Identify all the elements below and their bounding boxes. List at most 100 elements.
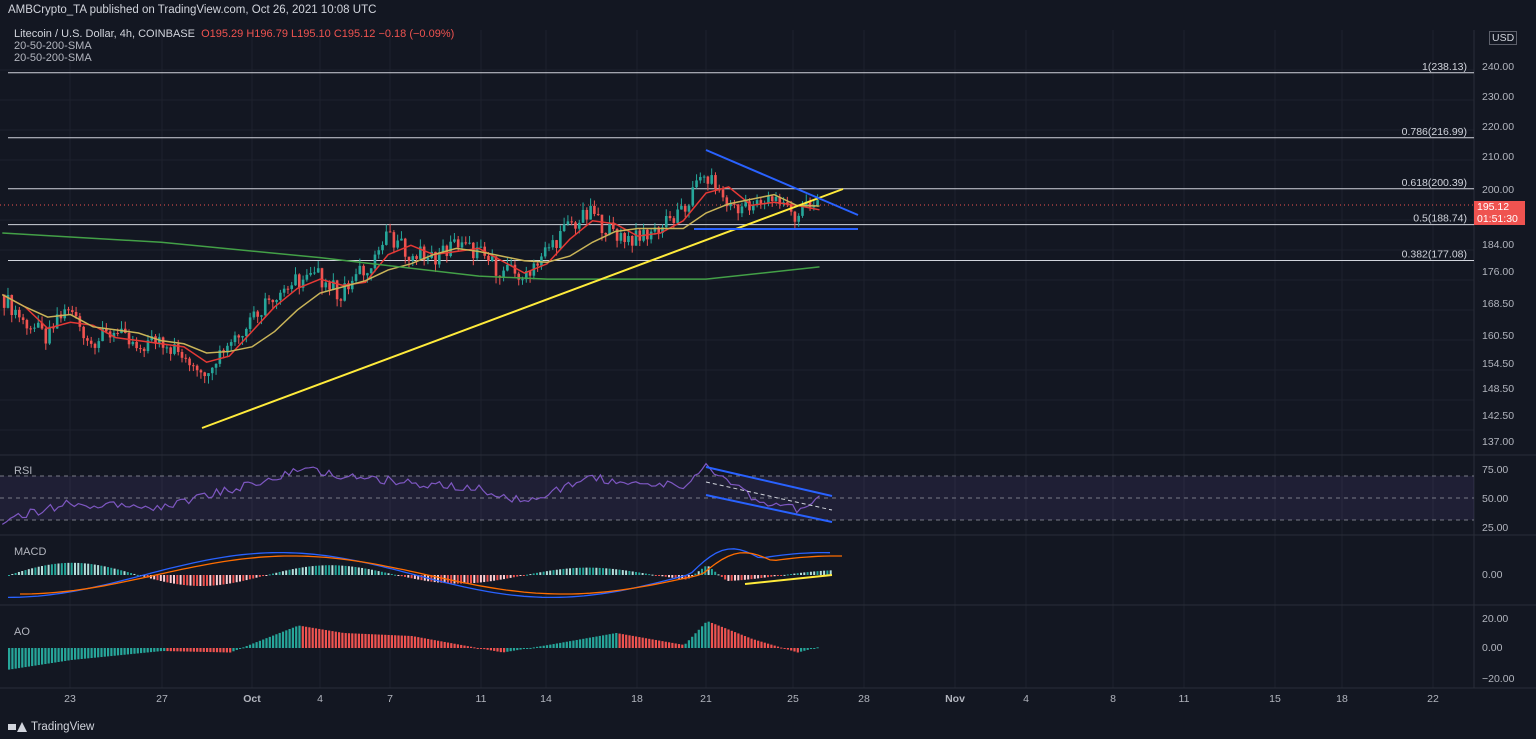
ao-bar	[14, 648, 17, 669]
macd-bar	[110, 567, 113, 575]
macd-bar	[70, 562, 73, 575]
macd-bar	[615, 569, 618, 575]
ao-bar	[189, 648, 192, 652]
candle-body	[18, 309, 21, 318]
macd-bar	[701, 568, 703, 575]
ao-bar	[503, 648, 506, 653]
macd-bar	[621, 570, 624, 575]
macd-bar	[173, 575, 175, 584]
macd-bar	[199, 575, 202, 586]
ao-bar	[166, 648, 169, 652]
tradingview-footer[interactable]: TradingView	[8, 721, 94, 733]
ao-bar	[710, 622, 714, 648]
macd-bar	[90, 564, 93, 575]
candle-body	[468, 242, 471, 244]
candle-body	[176, 344, 180, 352]
candle-body	[649, 231, 653, 240]
time-axis-label: 7	[387, 693, 393, 705]
candle-body	[740, 206, 744, 214]
macd-bar	[176, 575, 179, 585]
macd-bar	[54, 563, 57, 575]
macd-bar	[463, 575, 466, 584]
candle-body	[282, 288, 286, 293]
ao-bar	[734, 632, 737, 648]
candle-body	[369, 268, 373, 274]
candle-body	[358, 265, 362, 275]
macd-bar	[328, 565, 331, 575]
ao-bar	[87, 648, 90, 659]
candle-body	[804, 201, 808, 207]
ao-bar	[318, 628, 321, 648]
candle-body	[25, 320, 29, 329]
macd-bar	[186, 575, 189, 586]
candle-body	[729, 203, 732, 207]
ao-bar	[717, 625, 720, 648]
macd-bar	[800, 572, 802, 575]
ao-bar	[209, 648, 212, 653]
candle-body	[313, 272, 316, 274]
ao-bar	[225, 648, 228, 653]
macd-bar	[301, 567, 304, 575]
currency-label[interactable]: USD	[1489, 31, 1518, 45]
candle-body	[793, 211, 797, 222]
ao-bar	[677, 644, 681, 648]
candle-body	[668, 216, 672, 219]
macd-bar	[545, 571, 548, 575]
macd-bar	[407, 575, 410, 578]
ao-bar	[140, 648, 143, 654]
ao-bar	[664, 641, 667, 648]
candle-body	[574, 222, 577, 229]
price-axis-label: 142.50	[1482, 410, 1514, 422]
candle-body	[63, 309, 67, 319]
macd-bar	[219, 575, 222, 585]
rsi-line	[1, 462, 820, 525]
macd-bar	[565, 568, 568, 575]
candle-body	[354, 274, 358, 281]
macd-bar	[242, 575, 245, 581]
ao-bar	[714, 624, 717, 648]
candle-body	[93, 343, 97, 348]
macd-bar	[153, 575, 156, 580]
macd-bar	[826, 570, 829, 575]
time-axis-label: 15	[1269, 693, 1281, 705]
ao-axis-label: 0.00	[1482, 642, 1503, 654]
ao-bar	[374, 634, 377, 648]
macd-axis-label: 0.00	[1482, 569, 1503, 581]
ao-bar	[288, 629, 291, 648]
ao-bar	[697, 629, 700, 648]
candle-body	[691, 187, 695, 206]
candle-body	[706, 176, 710, 184]
candle-body	[131, 341, 135, 345]
macd-bar	[67, 562, 70, 575]
macd-bar	[638, 572, 641, 575]
candle-body	[241, 336, 244, 338]
candle-body	[581, 209, 585, 223]
ao-bar	[80, 648, 83, 659]
candle-body	[490, 256, 494, 262]
ao-bar	[77, 648, 80, 660]
candle-body	[661, 227, 664, 233]
macd-bar	[816, 571, 819, 575]
ao-bar	[143, 648, 146, 653]
indicator-sma-2[interactable]: 20-50-200-SMA	[14, 52, 92, 64]
macd-bar	[133, 573, 136, 575]
candle-body	[385, 231, 388, 245]
ao-bar	[658, 640, 661, 648]
ao-bar	[351, 633, 354, 648]
ao-axis-label: −20.00	[1482, 673, 1515, 685]
ao-bar	[397, 635, 400, 648]
ao-bar	[707, 621, 710, 648]
ao-bar	[262, 639, 265, 648]
ao-bar	[44, 648, 47, 665]
macd-bar	[291, 569, 294, 575]
candle-body	[214, 363, 218, 368]
indicator-sma-1[interactable]: 20-50-200-SMA	[14, 40, 92, 52]
macd-bar	[714, 571, 717, 575]
candle-body	[275, 299, 278, 303]
ao-bar	[196, 648, 199, 652]
macd-bar	[476, 575, 479, 583]
candle-body	[343, 283, 346, 301]
macd-bar	[14, 572, 17, 575]
candle-body	[627, 235, 630, 243]
